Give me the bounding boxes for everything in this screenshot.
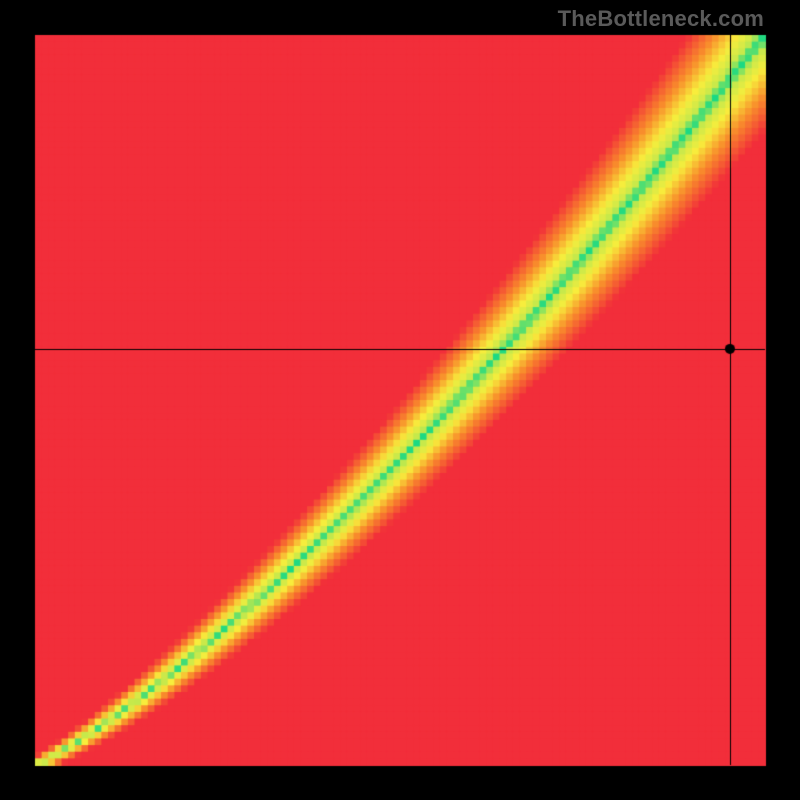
bottleneck-heatmap	[0, 0, 800, 800]
watermark-text: TheBottleneck.com	[558, 6, 764, 32]
